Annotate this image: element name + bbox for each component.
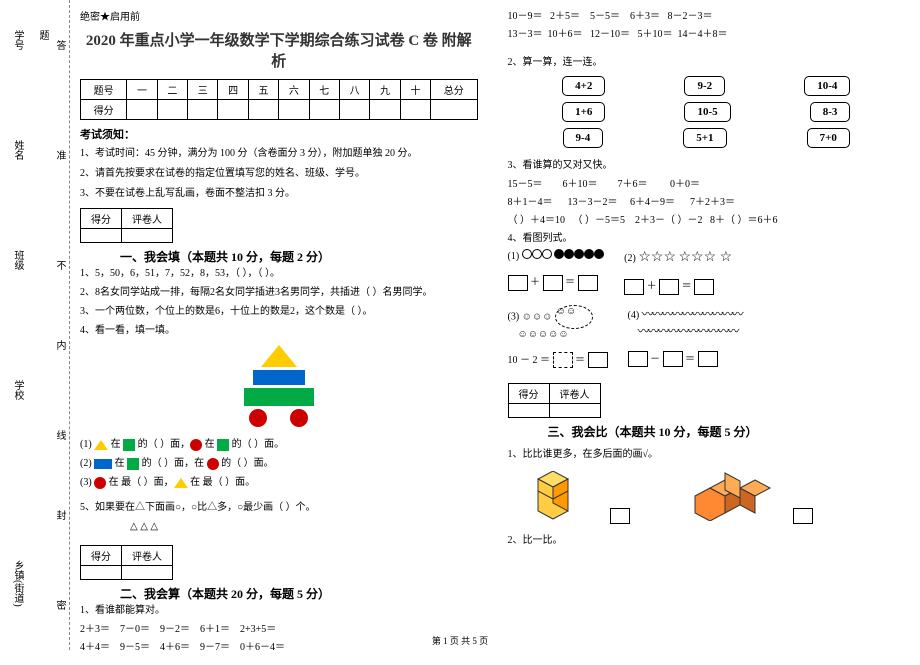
bind-label-4: 乡镇(街道) — [10, 560, 25, 607]
calc-box: 5+1 — [683, 128, 726, 148]
rule-1: 1、考试时间：45 分钟，满分为 100 分（含卷面分 3 分），附加题单独 2… — [80, 145, 478, 163]
bind-label-3: 学校 — [10, 380, 25, 400]
content-area: 绝密★启用前 2020 年重点小学一年级数学下学期综合练习试卷 C 卷 附解析 … — [75, 0, 910, 665]
cir-icon — [207, 458, 219, 470]
cir-icon — [190, 439, 202, 451]
mini-score-2: 得分评卷人 — [80, 545, 173, 580]
q2-2: 2、算一算，连一连。 — [508, 54, 906, 71]
rule-2: 2、请首先按要求在试卷的指定位置填写您的姓名、班级、学号。 — [80, 165, 478, 183]
rules-title: 考试须知： — [80, 126, 478, 142]
shape-line-1: (1) 在 的（ ）面， 在 的（ ）面。 — [80, 436, 478, 453]
diagram-row-1: (1) ＋ ＝ (2) ☆☆☆ ☆☆☆ ☆ ＋ ＝ — [508, 249, 906, 295]
connect-row-3: 9-4 5+1 7+0 — [508, 125, 906, 151]
sq-icon — [127, 458, 139, 470]
bind-marker-3: 内 — [52, 340, 67, 350]
bind-label-1: 姓名 — [10, 140, 25, 160]
calc-box: 7+0 — [807, 128, 850, 148]
mini-score-3: 得分评卷人 — [508, 383, 601, 418]
q1-5-tri: △ △ △ — [130, 518, 478, 535]
table-row: 题号 一 二 三 四 五 六 七 八 九 十 总分 — [81, 80, 478, 100]
calc-row: 8＋1－4＝ 13－3－2＝ 6＋4－9＝ 7＋2＋3＝ — [508, 194, 906, 212]
q3-1: 1、比比谁更多，在多后面的画√。 — [508, 446, 906, 463]
score-table: 题号 一 二 三 四 五 六 七 八 九 十 总分 得分 — [80, 79, 478, 120]
calc-box: 9-2 — [684, 76, 725, 96]
rect-green-icon — [244, 388, 314, 406]
triangle-icon — [261, 345, 297, 367]
cube-row — [528, 471, 906, 524]
sq-icon — [217, 439, 229, 451]
section-1-title: 一、我会填（本题共 10 分，每题 2 分） — [120, 250, 330, 264]
table-row: 得分 — [81, 100, 478, 120]
connect-row-2: 1+6 10-5 8-3 — [508, 99, 906, 125]
page-footer: 第 1 页 共 5 页 — [0, 634, 920, 647]
tri-icon — [94, 440, 108, 450]
calc-row: （ ）＋4＝10 （ ）－5＝5 2＋3－（ ）－2 8＋（ ）＝6＋6 — [508, 212, 906, 230]
cube-set-1 — [528, 471, 631, 524]
cubes-yellow-icon — [528, 471, 608, 521]
calc-row: 15－5＝ 6＋10＝ 7＋6＝ 0＋0＝ — [508, 176, 906, 194]
bind-marker-6: 密 — [52, 600, 67, 610]
q1-1: 1、5，50，6，51，7，52，8，53，（ ），（ ）。 — [80, 265, 478, 282]
wave-icon: 〰〰〰〰〰〰〰〰〰〰 — [642, 305, 742, 322]
calc-row: 13－3＝ 10＋6＝ 12－10＝ 5＋10＝ 14－4＋8＝ — [508, 26, 906, 44]
rect-icon — [94, 459, 112, 469]
left-column: 绝密★启用前 2020 年重点小学一年级数学下学期综合练习试卷 C 卷 附解析 … — [75, 0, 483, 665]
shape-line-2: (2) 在 的（ ）面，在 的（ ）面。 — [80, 455, 478, 472]
rect-blue-icon — [253, 370, 305, 385]
calc-box: 9-4 — [563, 128, 604, 148]
diagram-4: (4) 〰〰〰〰〰〰〰〰〰〰 〰〰〰〰〰〰〰〰〰〰 － ＝ — [628, 305, 742, 369]
section-2-title: 二、我会算（本题共 20 分，每题 5 分） — [120, 587, 330, 601]
mini-score-1: 得分评卷人 — [80, 208, 173, 243]
cubes-orange-icon — [690, 471, 790, 521]
calc-box: 10-5 — [684, 102, 730, 122]
q2-4: 4、看图列式。 — [508, 230, 906, 247]
paper-title: 2020 年重点小学一年级数学下学期综合练习试卷 C 卷 附解析 — [80, 29, 478, 71]
q1-3: 3、一个两位数，个位上的数是6，十位上的数是2，这个数是（ ）。 — [80, 303, 478, 320]
diagram-1: (1) ＋ ＝ — [508, 249, 605, 295]
tri-icon — [174, 478, 188, 488]
circle-red-icon — [290, 409, 308, 427]
sq-icon — [123, 439, 135, 451]
q2-1: 1、看谁都能算对。 — [80, 602, 478, 619]
oval-icon: ☺☺ — [555, 305, 593, 329]
bind-br-0: 题 — [35, 30, 50, 40]
connect-row-1: 4+2 9-2 10-4 — [508, 73, 906, 99]
secret-label: 绝密★启用前 — [80, 8, 478, 23]
shape-line-3: (3) 在 最（ ）面， 在 最（ ）面。 — [80, 474, 478, 491]
calc-box: 4+2 — [562, 76, 605, 96]
binding-edge: 学号 答 题 姓名 准 班级 不 内 学校 线 封 乡镇(街道) 密 — [0, 0, 70, 650]
calc-box: 10-4 — [804, 76, 850, 96]
q1-4: 4、看一看，填一填。 — [80, 322, 478, 339]
q2-3: 3、看谁算的又对又快。 — [508, 157, 906, 174]
calc-box: 8-3 — [810, 102, 851, 122]
rule-3: 3、不要在试卷上乱写乱画，卷面不整洁扣 3 分。 — [80, 185, 478, 203]
q1-2: 2、8名女同学站成一排，每隔2名女同学插进3名男同学，共插进（ ）名男同学。 — [80, 284, 478, 301]
bind-label-0: 学号 — [10, 30, 25, 50]
right-column: 10－9＝ 2＋5＝ 5－5＝ 6＋3＝ 8－2－3＝ 13－3＝ 10＋6＝ … — [503, 0, 911, 665]
diagram-3: (3) ☺☺☺ ☺☺ ☺☺☺☺☺ 10 － 2 ＝ ＝ — [508, 305, 608, 369]
bind-marker-4: 线 — [52, 430, 67, 440]
house-diagram — [80, 345, 478, 430]
bind-marker-2: 不 — [52, 260, 67, 270]
circle-red-icon — [249, 409, 267, 427]
q3-2: 2、比一比。 — [508, 532, 906, 549]
wave-icon: 〰〰〰〰〰〰〰〰〰〰 — [638, 322, 738, 339]
diagram-row-2: (3) ☺☺☺ ☺☺ ☺☺☺☺☺ 10 － 2 ＝ ＝ (4) 〰〰〰〰〰〰〰〰… — [508, 305, 906, 369]
calc-row: 10－9＝ 2＋5＝ 5－5＝ 6＋3＝ 8－2－3＝ — [508, 8, 906, 26]
section-3-title: 三、我会比（本题共 10 分，每题 5 分） — [548, 425, 758, 439]
cir-icon — [94, 477, 106, 489]
calc-box: 1+6 — [562, 102, 605, 122]
bind-label-2: 班级 — [10, 250, 25, 270]
bind-marker-1: 准 — [52, 150, 67, 160]
diagram-2: (2) ☆☆☆ ☆☆☆ ☆ ＋ ＝ — [624, 249, 732, 295]
cube-set-2 — [690, 471, 813, 524]
bind-marker-0: 答 — [52, 40, 67, 50]
q1-5: 5、如果要在△下面画○，○比△多，○最少画（ ）个。 — [80, 499, 478, 516]
bind-marker-5: 封 — [52, 510, 67, 520]
